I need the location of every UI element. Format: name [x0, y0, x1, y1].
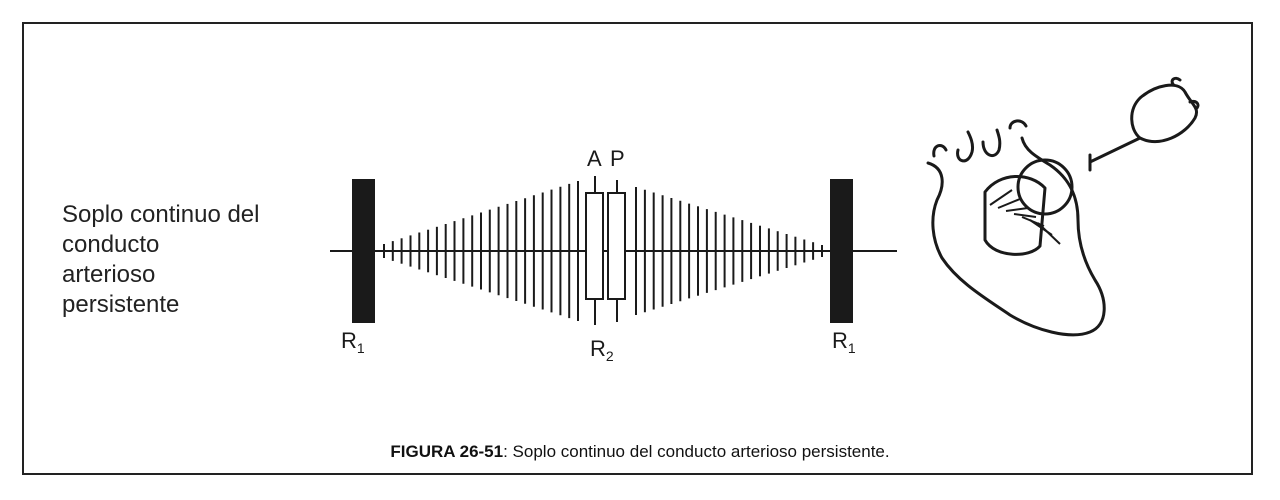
description-line-3: arterioso: [62, 261, 156, 288]
hatch-line: [989, 189, 1013, 206]
murmur-decrescendo: [635, 187, 823, 315]
stethoscope-icon: [1088, 76, 1200, 172]
murmur-crescendo: [383, 181, 579, 321]
figure-frame: [22, 22, 1253, 475]
heart-outline-icon: [926, 136, 1106, 337]
murmur-description: Soplo continuo del conducto arterioso pe…: [62, 200, 322, 320]
label-r2: R2: [590, 336, 614, 364]
description-line-1: Soplo continuo del: [62, 201, 260, 228]
r1-right-sound-bar: [830, 179, 853, 323]
a2-component-box: [585, 192, 604, 300]
hatch-lines: [989, 189, 1061, 245]
ductus-circle-icon: [1016, 158, 1074, 216]
heart-stethoscope-illustration: [926, 76, 1200, 337]
p2-component-box: [607, 192, 626, 300]
hatched-region-icon: [983, 175, 1047, 256]
label-a: A: [587, 146, 602, 171]
hatch-line: [1037, 222, 1061, 245]
caption-text: : Soplo continuo del conducto arterioso …: [503, 442, 890, 461]
description-line-2: conducto: [62, 231, 160, 258]
label-r1-left: R1: [341, 328, 365, 356]
description-line-4: persistente: [62, 291, 180, 318]
label-p: P: [610, 146, 625, 171]
figure-caption: FIGURA 26-51: Soplo continuo del conduct…: [0, 442, 1280, 462]
r1-left-sound-bar: [352, 179, 375, 323]
label-r1-right: R1: [832, 328, 856, 356]
hatch-line: [1013, 213, 1037, 218]
hatch-line: [997, 198, 1021, 209]
great-vessels-icon: [932, 119, 1028, 163]
hatch-line: [1005, 207, 1029, 212]
figure-id: FIGURA 26-51: [390, 442, 504, 461]
